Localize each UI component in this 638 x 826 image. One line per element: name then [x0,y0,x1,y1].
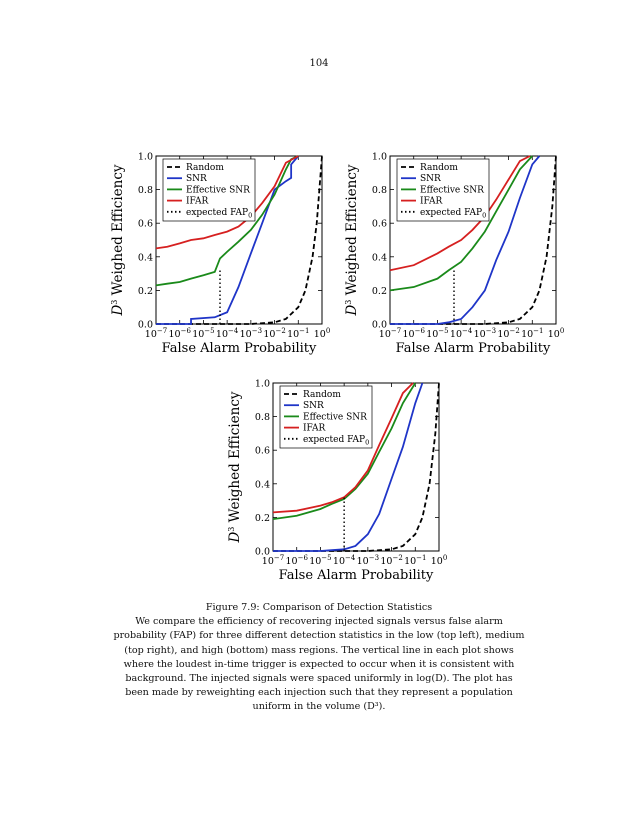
plot-medium-mass: 0.00.20.40.60.81.010−7 10−6 10−5 10−4 10−3 10… [344,152,565,357]
series-ifar [155,155,299,250]
plot-low-mass: 0.00.20.40.60.81.010−7 10−6 10−5 10−4 10−3 10… [110,152,331,357]
x-tick-label: 10−2 [263,327,285,340]
x-tick-label: 10−2 [380,554,402,567]
legend-label: Random [420,163,458,173]
caption-title: Figure 7.9: Comparison of Detection Stat… [205,602,433,613]
y-axis-title: D3 Weighed Efficiency [227,391,243,543]
x-tick-label: 10−4 [450,327,473,340]
x-tick-label: 10−7 [379,327,401,340]
legend-label: IFAR [303,424,326,434]
series-ifar [272,382,414,514]
y-tick-label: 0.4 [372,252,387,263]
y-tick-label: 0.0 [255,547,270,558]
x-tick-label: 100 [314,327,331,340]
x-axis-title: False Alarm Probability [396,341,551,356]
y-tick-label: 1.0 [372,152,387,163]
y-tick-label: 1.0 [255,379,270,390]
x-tick-label: 10−7 [262,554,284,567]
y-tick-label: 0.2 [372,286,387,297]
legend-label: expected FAP0 [186,208,252,220]
x-tick-label: 10−5 [309,554,331,567]
y-tick-label: 0.0 [138,320,153,331]
x-tick-label: 10−6 [286,554,309,567]
x-tick-label: 10−4 [216,327,239,340]
page-number: 104 [309,58,329,69]
y-tick-label: 0.4 [255,479,270,490]
series-random [390,155,557,325]
legend-label: IFAR [420,197,443,207]
x-tick-label: 100 [431,554,448,567]
y-tick-label: 0.2 [138,286,153,297]
y-tick-label: 0.6 [255,446,270,457]
y-tick-label: 0.8 [138,185,153,196]
caption-text: We compare the efficiency of recovering … [113,616,525,713]
x-tick-label: 10−6 [169,327,192,340]
y-tick-label: 1.0 [138,152,153,163]
x-tick-label: 10−3 [474,327,496,340]
legend-label: expected FAP0 [420,208,486,220]
x-tick-label: 10−2 [497,327,519,340]
series-effective-snr [389,155,533,292]
y-tick-label: 0.8 [255,412,270,423]
x-tick-label: 10−6 [403,327,426,340]
y-axis-title: D3 Weighed Efficiency [110,164,126,316]
legend-label: Random [186,163,224,173]
x-tick-label: 10−1 [287,327,309,340]
legend-label: IFAR [186,197,209,207]
figure-caption: Figure 7.9: Comparison of Detection Stat… [112,601,526,715]
x-tick-label: 10−4 [333,554,356,567]
x-axis-title: False Alarm Probability [279,568,434,583]
series-random [273,382,440,552]
legend-label: SNR [186,174,207,184]
legend-label: Effective SNR [186,185,250,195]
y-tick-label: 0.0 [372,320,387,331]
legend-label: Random [303,390,341,400]
y-tick-label: 0.2 [255,513,270,524]
y-tick-label: 0.6 [138,219,153,230]
x-tick-label: 10−3 [240,327,262,340]
x-tick-label: 10−5 [192,327,214,340]
legend-label: Effective SNR [303,412,367,422]
x-tick-label: 10−5 [426,327,448,340]
plot-high-mass: 0.00.20.40.60.81.010−7 10−6 10−5 10−4 10−3 10… [227,379,448,584]
y-axis-title: D3 Weighed Efficiency [344,164,360,316]
y-tick-label: 0.8 [372,185,387,196]
series-effective-snr [272,382,417,520]
x-tick-label: 10−7 [145,327,167,340]
series-ifar [389,155,531,272]
x-tick-label: 10−1 [521,327,543,340]
x-axis-title: False Alarm Probability [162,341,317,356]
series-snr [273,382,424,552]
x-tick-label: 10−1 [404,554,426,567]
series-random [156,155,323,325]
x-tick-label: 100 [548,327,565,340]
y-tick-label: 0.6 [372,219,387,230]
legend-label: expected FAP0 [303,435,369,447]
series-snr [390,155,541,325]
legend-label: SNR [303,401,324,411]
legend-label: SNR [420,174,441,184]
series-effective-snr [155,155,299,287]
y-tick-label: 0.4 [138,252,153,263]
x-tick-label: 10−3 [357,554,379,567]
legend-label: Effective SNR [420,185,484,195]
series-snr [156,155,299,325]
